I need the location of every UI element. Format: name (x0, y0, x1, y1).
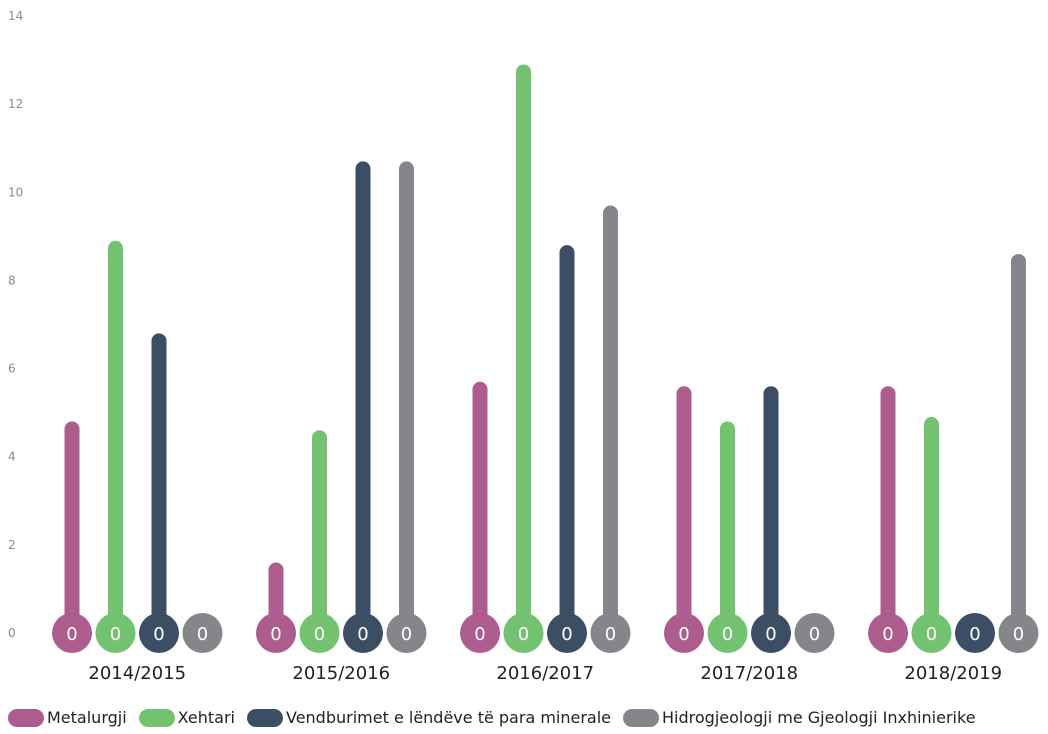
y-tick-label: 10 (8, 185, 23, 199)
bar-base-circle (547, 613, 587, 653)
bar-base-circle (590, 613, 631, 653)
y-tick-label: 2 (8, 538, 16, 552)
data-label: 0 (809, 624, 820, 645)
data-label: 0 (722, 624, 733, 645)
data-label: 0 (765, 624, 776, 645)
x-tick-label: 2017/2018 (700, 663, 798, 684)
bar-base-circle (52, 613, 92, 653)
bar-chart: 0 2 4 6 8 10 12 14 0 0 0 0 2014/2015 0 0 0 0 2015/2016 0 0 0… (8, 9, 1039, 684)
bar-base-circle (256, 613, 296, 653)
y-tick-label: 4 (8, 450, 16, 464)
bar-base-circle (460, 613, 500, 653)
bar-base-circle (707, 613, 748, 653)
y-tick-label: 12 (8, 97, 23, 111)
data-label: 0 (270, 624, 281, 645)
data-label: 0 (561, 624, 572, 645)
legend-swatch (246, 708, 283, 727)
legend-item: Vendburimet e lëndëve të para minerale (246, 708, 612, 727)
bar-base-circle (343, 613, 383, 653)
bar-base-circle (386, 613, 427, 653)
y-tick-label: 0 (8, 626, 16, 640)
bar-base-circle (299, 613, 340, 653)
data-label: 0 (678, 624, 689, 645)
legend-label: Hidrogjeologji me Gjeologji Inxhinierike (662, 708, 976, 727)
bar-base-circle (664, 613, 704, 653)
bar-base-circle (503, 613, 544, 653)
x-tick-label: 2014/2015 (88, 663, 186, 684)
y-tick-label: 6 (8, 362, 16, 376)
data-label: 0 (357, 624, 368, 645)
x-tick-label: 2015/2016 (292, 663, 390, 684)
bar-base-circle (868, 613, 908, 653)
y-tick-label: 14 (8, 9, 23, 23)
legend-swatch (8, 708, 44, 727)
legend-swatch (623, 708, 660, 727)
chart-legend: Metalurgji Xehtari Vendburimet e lëndëve t… (8, 708, 988, 727)
bar-base-circle (751, 613, 791, 653)
legend-item: Hidrogjeologji me Gjeologji Inxhinierike (623, 708, 976, 727)
data-label: 0 (314, 624, 325, 645)
legend-item: Metalurgji (8, 708, 127, 727)
bar-base-circle (911, 613, 952, 653)
data-label: 0 (882, 624, 893, 645)
legend-swatch (138, 708, 175, 727)
bar-base-circle (794, 613, 835, 653)
data-label: 0 (926, 624, 937, 645)
data-label: 0 (153, 624, 164, 645)
data-label: 0 (66, 624, 77, 645)
bar-base-circle (955, 613, 995, 653)
data-label: 0 (518, 624, 529, 645)
x-tick-label: 2018/2019 (904, 663, 1002, 684)
data-label: 0 (110, 624, 121, 645)
x-tick-label: 2016/2017 (496, 663, 594, 684)
y-tick-label: 8 (8, 273, 16, 287)
legend-item: Xehtari (138, 708, 235, 727)
data-label: 0 (474, 624, 485, 645)
data-label: 0 (605, 624, 616, 645)
data-label: 0 (401, 624, 412, 645)
legend-label: Xehtari (177, 708, 235, 727)
legend-label: Vendburimet e lëndëve të para minerale (285, 708, 612, 727)
bar-base-circle (182, 613, 223, 653)
legend-label: Metalurgji (47, 708, 127, 727)
bar-base-circle (139, 613, 179, 653)
data-label: 0 (197, 624, 208, 645)
bar-base-circle (95, 613, 136, 653)
bar-base-circle (998, 613, 1039, 653)
data-label: 0 (1013, 624, 1024, 645)
data-label: 0 (969, 624, 980, 645)
